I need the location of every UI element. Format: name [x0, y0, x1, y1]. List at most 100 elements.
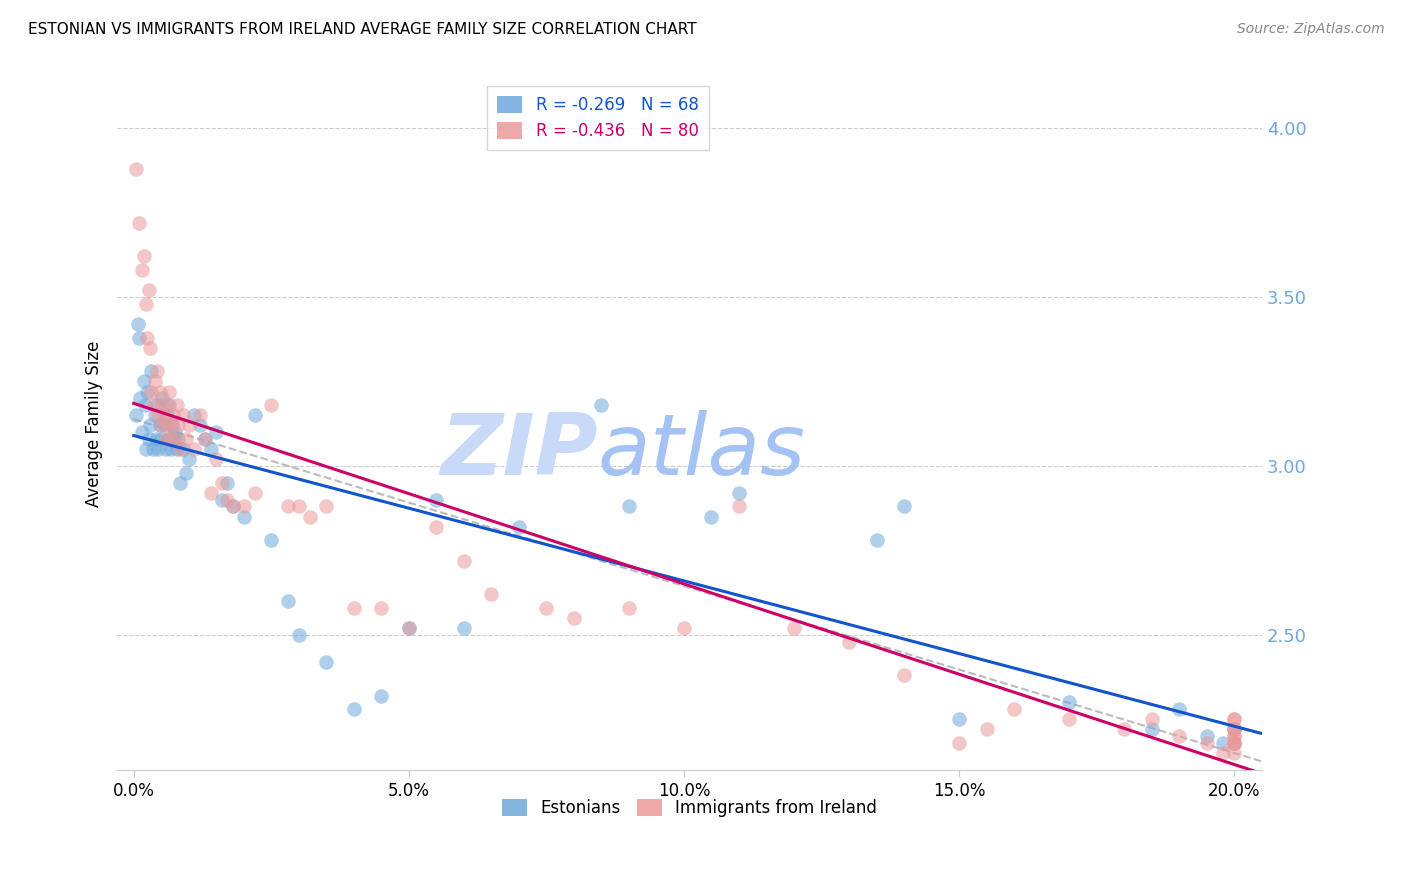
Point — [149, 418, 172, 433]
Point — [1195, 736, 1218, 750]
Point — [343, 600, 366, 615]
Point — [1223, 723, 1246, 737]
Point — [370, 689, 392, 703]
Point — [562, 611, 585, 625]
Point — [172, 442, 194, 456]
Point — [148, 442, 170, 456]
Text: atlas: atlas — [598, 410, 806, 493]
Point — [166, 398, 188, 412]
Point — [1223, 729, 1246, 743]
Point — [453, 621, 475, 635]
Point — [153, 418, 176, 433]
Point — [1223, 736, 1246, 750]
Point — [169, 475, 191, 490]
Point — [156, 398, 179, 412]
Point — [217, 492, 239, 507]
Point — [243, 486, 266, 500]
Point — [128, 330, 150, 344]
Point — [222, 500, 245, 514]
Point — [200, 486, 222, 500]
Point — [125, 161, 148, 176]
Point — [163, 432, 186, 446]
Point — [277, 594, 299, 608]
Point — [728, 500, 751, 514]
Point — [211, 475, 233, 490]
Point — [129, 392, 152, 406]
Point — [315, 655, 337, 669]
Point — [146, 398, 169, 412]
Point — [1212, 746, 1234, 760]
Point — [838, 634, 860, 648]
Point — [160, 442, 183, 456]
Point — [150, 398, 173, 412]
Point — [169, 442, 191, 456]
Point — [145, 432, 167, 446]
Point — [174, 432, 197, 446]
Text: ZIP: ZIP — [440, 410, 598, 493]
Point — [177, 418, 200, 433]
Point — [1195, 729, 1218, 743]
Point — [948, 736, 970, 750]
Point — [131, 425, 153, 439]
Point — [1223, 736, 1246, 750]
Point — [138, 283, 160, 297]
Point — [1223, 723, 1246, 737]
Point — [162, 409, 184, 423]
Point — [277, 500, 299, 514]
Text: Source: ZipAtlas.com: Source: ZipAtlas.com — [1237, 22, 1385, 37]
Point — [188, 409, 211, 423]
Point — [125, 409, 148, 423]
Point — [156, 409, 179, 423]
Point — [135, 297, 157, 311]
Point — [166, 442, 188, 456]
Point — [260, 533, 283, 548]
Point — [205, 425, 228, 439]
Point — [177, 452, 200, 467]
Point — [143, 409, 166, 423]
Point — [183, 409, 205, 423]
Point — [148, 409, 170, 423]
Point — [149, 384, 172, 399]
Point — [172, 409, 194, 423]
Point — [243, 409, 266, 423]
Point — [166, 418, 188, 433]
Point — [200, 442, 222, 456]
Point — [217, 475, 239, 490]
Point — [155, 442, 177, 456]
Point — [1002, 702, 1025, 716]
Point — [134, 398, 156, 412]
Point — [156, 418, 179, 433]
Point — [591, 398, 613, 412]
Point — [143, 375, 166, 389]
Point — [976, 723, 998, 737]
Point — [150, 418, 173, 433]
Point — [205, 452, 228, 467]
Point — [146, 364, 169, 378]
Point — [1140, 723, 1163, 737]
Point — [135, 442, 157, 456]
Point — [232, 509, 254, 524]
Point — [865, 533, 887, 548]
Point — [222, 500, 245, 514]
Y-axis label: Average Family Size: Average Family Size — [86, 341, 103, 507]
Point — [194, 432, 217, 446]
Point — [508, 520, 530, 534]
Point — [617, 600, 640, 615]
Point — [425, 492, 447, 507]
Point — [127, 317, 149, 331]
Point — [288, 500, 311, 514]
Point — [1223, 723, 1246, 737]
Point — [893, 668, 915, 682]
Point — [156, 432, 179, 446]
Point — [142, 398, 165, 412]
Point — [188, 418, 211, 433]
Point — [159, 384, 181, 399]
Point — [155, 432, 177, 446]
Point — [700, 509, 723, 524]
Point — [1223, 712, 1246, 726]
Point — [174, 466, 197, 480]
Point — [398, 621, 420, 635]
Point — [160, 418, 183, 433]
Point — [536, 600, 558, 615]
Point — [132, 250, 155, 264]
